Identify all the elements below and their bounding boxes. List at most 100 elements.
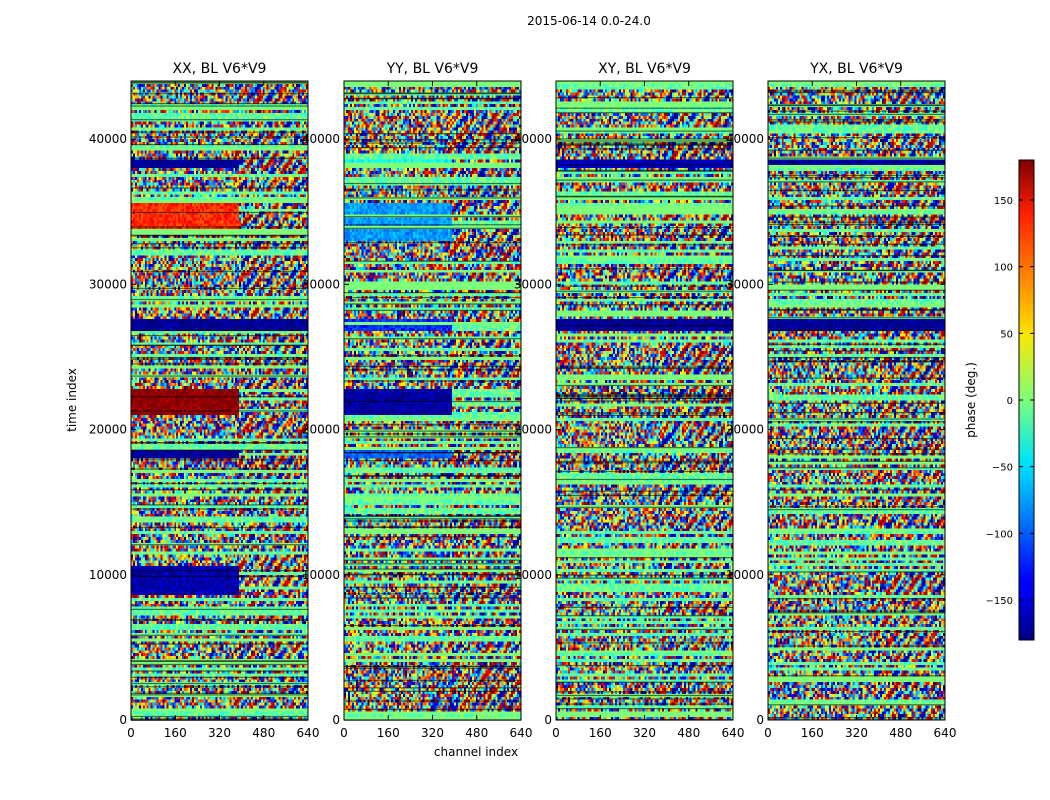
panel-1: YY, BL V6*V9 0 160 320 480 640 0 10000 20000 3000… xyxy=(302,61,533,740)
flag-line xyxy=(556,691,733,693)
flag-line xyxy=(344,708,521,710)
flag-line xyxy=(131,157,308,159)
flag-line xyxy=(556,412,733,414)
flag-line xyxy=(556,268,733,270)
flag-line xyxy=(556,144,733,146)
flag-line xyxy=(768,438,945,440)
y-tick-label: 40000 xyxy=(726,132,764,146)
x-axis-label: channel index xyxy=(434,745,518,759)
flag-line xyxy=(768,317,945,319)
flag-line xyxy=(768,137,945,139)
flag-line xyxy=(344,296,521,299)
figure-title: 2015-06-14 0.0-24.0 xyxy=(527,14,651,28)
flag-line xyxy=(344,536,521,538)
y-tick-label: 10000 xyxy=(514,568,552,582)
panel-3-image xyxy=(768,81,945,720)
flag-line xyxy=(768,157,945,159)
flag-line xyxy=(768,343,945,345)
flag-line xyxy=(344,518,521,520)
flag-line xyxy=(556,447,733,449)
x-tick-label: 0 xyxy=(340,726,348,740)
x-tick-label: 320 xyxy=(421,726,444,740)
flag-line xyxy=(131,235,308,237)
flag-line xyxy=(556,462,733,464)
flag-line xyxy=(768,309,945,311)
flag-line xyxy=(344,424,521,426)
flag-line xyxy=(556,628,733,631)
y-tick-label: 0 xyxy=(119,713,127,727)
flag-line xyxy=(344,260,521,262)
flag-line xyxy=(556,107,733,109)
flag-line xyxy=(131,287,308,290)
flag-line xyxy=(344,515,521,517)
flag-line xyxy=(131,119,308,121)
flag-line xyxy=(131,131,308,133)
flag-line xyxy=(768,506,945,508)
flag-line xyxy=(344,369,521,371)
flag-line xyxy=(131,270,308,272)
flag-line xyxy=(768,289,945,291)
flag-line xyxy=(768,119,945,121)
flag-line xyxy=(768,110,945,112)
flag-line xyxy=(344,303,521,305)
flag-line xyxy=(768,453,945,455)
x-tick-label: 320 xyxy=(845,726,868,740)
x-tick-label: 640 xyxy=(297,726,320,740)
flag-line xyxy=(131,692,308,694)
flag-line xyxy=(344,568,521,570)
flag-line xyxy=(768,421,945,423)
flag-line xyxy=(344,690,521,692)
flag-line xyxy=(131,211,308,214)
flag-line xyxy=(556,366,733,368)
flag-line xyxy=(768,189,945,192)
flag-line xyxy=(344,216,521,218)
flag-line xyxy=(131,570,308,572)
flag-line xyxy=(768,704,945,706)
flag-line xyxy=(344,224,521,226)
y-tick-label: 30000 xyxy=(514,277,552,291)
x-tick-label: 160 xyxy=(377,726,400,740)
x-tick-label: 480 xyxy=(252,726,275,740)
flag-line xyxy=(344,574,521,576)
flag-line xyxy=(344,133,521,135)
flag-line xyxy=(344,241,521,243)
flag-line xyxy=(344,400,521,403)
flag-line xyxy=(131,660,308,662)
y-tick-label: 20000 xyxy=(89,423,127,437)
x-tick-label: 160 xyxy=(801,726,824,740)
flag-line xyxy=(556,164,733,166)
x-tick-label: 0 xyxy=(552,726,560,740)
flag-line xyxy=(344,597,521,599)
flag-line xyxy=(131,694,308,696)
flag-line xyxy=(131,358,308,360)
flag-line xyxy=(768,104,945,106)
flag-line xyxy=(344,559,521,561)
flag-line xyxy=(556,698,733,700)
flag-line xyxy=(768,412,945,414)
flag-line xyxy=(556,140,733,142)
flag-line xyxy=(131,344,308,347)
flag-line xyxy=(344,142,521,144)
colorbar-tick-label: 150 xyxy=(994,196,1013,207)
y-tick-label: 40000 xyxy=(302,132,340,146)
x-tick-label: 0 xyxy=(764,726,772,740)
flag-line xyxy=(556,97,733,99)
flag-line xyxy=(131,643,308,645)
y-tick-label: 40000 xyxy=(514,132,552,146)
x-tick-label: 160 xyxy=(164,726,187,740)
flag-line xyxy=(768,675,945,677)
flag-line xyxy=(556,694,733,697)
flag-line xyxy=(556,606,733,608)
flag-line xyxy=(131,682,308,685)
flag-line xyxy=(344,309,521,311)
flag-line xyxy=(131,660,308,663)
y-tick-label: 20000 xyxy=(726,423,764,437)
flag-line xyxy=(556,196,733,198)
flag-line xyxy=(556,665,733,667)
y-tick-label: 0 xyxy=(332,713,340,727)
flag-line xyxy=(131,247,308,249)
flag-line xyxy=(768,467,945,469)
colorbar-tick-label: 0 xyxy=(1007,396,1013,407)
flag-line xyxy=(768,243,945,245)
